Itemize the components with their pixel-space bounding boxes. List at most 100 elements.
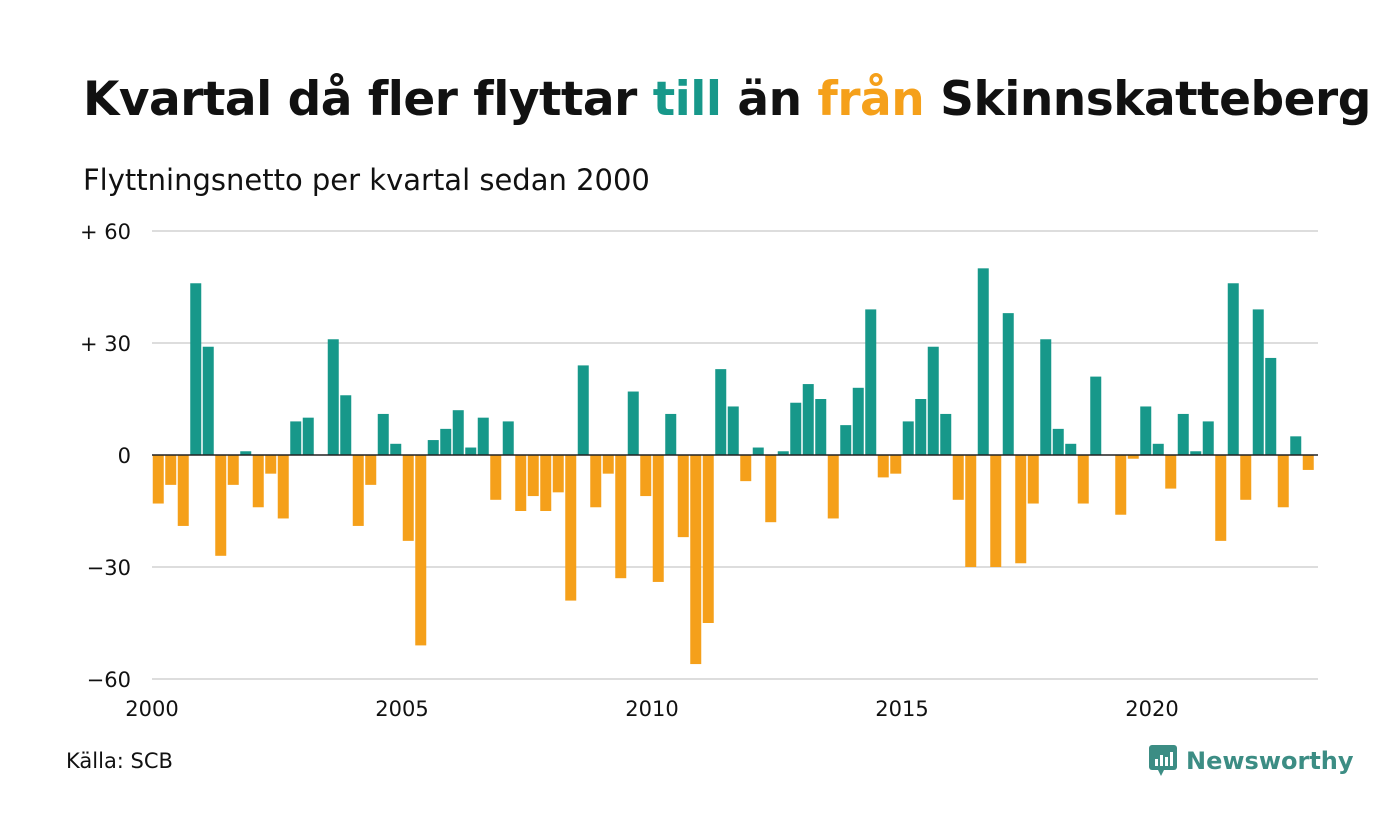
y-tick-label: + 30 [80, 332, 131, 356]
bar-2012-q3 [777, 451, 789, 455]
bar-2015-q1 [902, 421, 914, 455]
bar-2023-q1 [1302, 455, 1314, 470]
bar-2008-q3 [577, 365, 589, 455]
bar-2018-q2 [1065, 443, 1077, 455]
bar-2017-q3 [1027, 455, 1039, 504]
bar-2022-q4 [1290, 436, 1302, 455]
bar-2006-q3 [477, 417, 489, 455]
bar-2004-q4 [390, 443, 402, 455]
bar-2011-q3 [727, 406, 739, 455]
bar-2012-q2 [765, 455, 777, 523]
bar-2017-q2 [1015, 455, 1027, 564]
bars-layer [152, 268, 1314, 665]
bar-2020-q3 [1177, 413, 1189, 455]
bar-2008-q2 [565, 455, 577, 601]
bar-chart: + 60 + 30 0 −30 −60 2000 2005 2010 2015 2020 [80, 220, 1318, 721]
bar-2003-q4 [340, 395, 352, 455]
bar-2022-q3 [1277, 455, 1289, 508]
bar-2011-q4 [740, 455, 752, 482]
bar-2002-q1 [252, 455, 264, 508]
y-tick-label: 0 [118, 444, 131, 468]
bar-2018-q4 [1090, 376, 1102, 455]
bar-chart-speech-bubble-icon [1149, 745, 1177, 776]
x-tick-label: 2010 [625, 697, 678, 721]
bar-2002-q4 [290, 421, 302, 455]
bar-2000-q3 [177, 455, 189, 526]
title-part1: Kvartal då fler flyttar [83, 72, 653, 127]
bar-2001-q3 [227, 455, 239, 485]
bar-2015-q4 [940, 413, 952, 455]
bar-2014-q2 [865, 309, 877, 455]
bar-2009-q3 [627, 391, 639, 455]
bar-2005-q3 [427, 440, 439, 455]
bar-2007-q4 [540, 455, 552, 511]
bar-2002-q2 [265, 455, 277, 474]
y-tick-label: −30 [87, 556, 131, 580]
bar-2001-q2 [215, 455, 227, 556]
bar-2021-q3 [1227, 283, 1239, 455]
bar-2019-q2 [1115, 455, 1127, 515]
bar-2017-q4 [1040, 339, 1052, 455]
x-tick-label: 2005 [375, 697, 428, 721]
brand-name: Newsworthy [1186, 747, 1354, 775]
bar-2021-q2 [1215, 455, 1227, 541]
bar-2010-q3 [677, 455, 689, 538]
bar-2013-q1 [802, 384, 814, 455]
bar-2001-q4 [240, 451, 252, 455]
bar-2007-q2 [515, 455, 527, 511]
bar-2008-q1 [552, 455, 564, 493]
grid-layer [152, 230, 1318, 680]
bar-2022-q1 [1252, 309, 1264, 455]
bar-2019-q4 [1140, 406, 1152, 455]
bar-2005-q2 [415, 455, 427, 646]
source-note: Källa: SCB [66, 749, 173, 773]
bar-2009-q4 [640, 455, 652, 497]
bar-2010-q1 [652, 455, 664, 582]
bar-2000-q2 [165, 455, 177, 485]
bar-2021-q4 [1240, 455, 1252, 500]
bar-2016-q2 [965, 455, 977, 567]
bar-2013-q2 [815, 399, 827, 455]
bar-2007-q3 [527, 455, 539, 497]
bar-2014-q4 [890, 455, 902, 474]
title-part2: än [721, 72, 818, 127]
title-till-highlight: till [652, 72, 722, 127]
bar-2014-q3 [877, 455, 889, 478]
bar-2002-q3 [277, 455, 289, 519]
bar-2013-q4 [840, 425, 852, 455]
chart-title: Kvartal då fler flyttar till än från Ski… [83, 72, 1371, 127]
bar-2005-q4 [440, 428, 452, 455]
bar-2021-q1 [1202, 421, 1214, 455]
bar-2001-q1 [202, 346, 214, 455]
title-part3: Skinnskatteberg [924, 72, 1371, 127]
bar-2004-q3 [377, 413, 389, 455]
bar-2000-q1 [152, 455, 164, 504]
bar-2005-q1 [402, 455, 414, 541]
axis-layer: + 60 + 30 0 −30 −60 2000 2005 2010 2015 2020 [80, 220, 1318, 721]
bar-2008-q4 [590, 455, 602, 508]
bar-2016-q1 [952, 455, 964, 500]
bar-2012-q1 [752, 447, 764, 455]
x-tick-label: 2020 [1125, 697, 1178, 721]
bar-2011-q2 [715, 369, 727, 455]
bar-2010-q4 [690, 455, 702, 665]
bar-2009-q2 [615, 455, 627, 579]
bar-2015-q3 [927, 346, 939, 455]
bar-2004-q1 [352, 455, 364, 526]
bar-2011-q1 [702, 455, 714, 623]
bar-2003-q3 [327, 339, 339, 455]
bar-2006-q4 [490, 455, 502, 500]
bar-2006-q2 [465, 447, 477, 455]
bar-2000-q4 [190, 283, 202, 455]
y-tick-label: −60 [87, 668, 131, 692]
bar-2016-q4 [990, 455, 1002, 567]
bar-2009-q1 [602, 455, 614, 474]
bar-2018-q1 [1052, 428, 1064, 455]
bar-2020-q4 [1190, 451, 1202, 455]
bar-2013-q3 [827, 455, 839, 519]
brand-logo: Newsworthy [1148, 744, 1354, 778]
bar-2015-q2 [915, 399, 927, 455]
bar-2014-q1 [852, 387, 864, 455]
bar-2010-q2 [665, 413, 677, 455]
bar-2003-q1 [302, 417, 314, 455]
